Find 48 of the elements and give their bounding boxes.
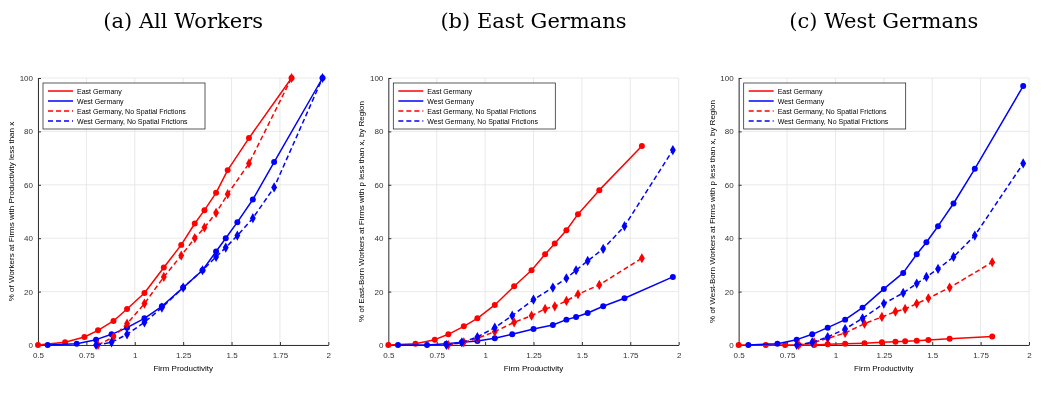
chart-title: (a) All Workers — [103, 9, 263, 33]
x-tick-label: 1.5 — [576, 350, 589, 360]
x-tick-label: 2 — [326, 350, 332, 360]
x-tick-label: 1 — [833, 350, 839, 360]
y-tick-label: 20 — [374, 287, 384, 297]
x-tick-label: 1.25 — [175, 350, 192, 360]
y-tick-label: 40 — [374, 234, 384, 244]
y-axis-title: % of Workers at Firms with Productivity less than x — [7, 121, 16, 302]
y-axis-title: % of West-Born Workers at Firms with p less than x, by Region — [707, 100, 717, 323]
x-axis-title: Firm Productivity — [854, 364, 914, 373]
x-tick-label: 1 — [133, 350, 139, 360]
y-tick-label: 100 — [720, 74, 735, 84]
y-tick-label: 80 — [724, 127, 735, 137]
y-tick-label: 60 — [374, 180, 384, 190]
x-tick-label: 1.25 — [876, 350, 893, 360]
x-axis-title: Firm Productivity — [153, 364, 213, 373]
y-axis-title: % of East-Born Workers at Firms with p less than x, by Region — [357, 101, 367, 322]
y-tick-label: 100 — [19, 74, 34, 84]
x-tick-label: 2 — [1027, 350, 1033, 360]
y-tick-label: 40 — [24, 234, 34, 244]
x-tick-label: 1 — [483, 350, 489, 360]
x-tick-label: 0.75 — [429, 350, 446, 360]
y-tick-label: 0 — [378, 341, 384, 351]
x-tick-label: 1.75 — [973, 350, 990, 360]
x-tick-label: 0.5 — [733, 350, 746, 360]
x-tick-label: 0.75 — [79, 350, 96, 360]
x-tick-label: 1.75 — [622, 350, 640, 360]
y-tick-label: 80 — [24, 127, 34, 137]
x-tick-label: 1.25 — [526, 350, 543, 360]
y-tick-label: 40 — [724, 234, 735, 244]
y-tick-label: 20 — [24, 287, 34, 297]
y-tick-label: 20 — [724, 287, 735, 297]
x-tick-label: 1.5 — [927, 350, 939, 360]
x-tick-label: 1.5 — [226, 350, 239, 360]
x-tick-label: 2 — [676, 350, 682, 360]
y-tick-label: 100 — [369, 74, 384, 84]
x-axis-title: Firm Productivity — [503, 364, 564, 373]
chart-title: (c) West Germans — [789, 9, 979, 33]
y-tick-label: 60 — [724, 180, 735, 190]
x-tick-label: 0.75 — [779, 350, 796, 360]
x-tick-label: 1.75 — [272, 350, 289, 360]
chart-title: (b) East Germans — [440, 9, 627, 33]
y-tick-label: 80 — [374, 127, 384, 137]
y-tick-label: 0 — [729, 341, 735, 351]
y-tick-label: 0 — [28, 341, 34, 351]
x-tick-label: 0.5 — [383, 350, 395, 360]
x-tick-label: 0.5 — [32, 350, 45, 360]
y-tick-label: 60 — [24, 180, 34, 190]
